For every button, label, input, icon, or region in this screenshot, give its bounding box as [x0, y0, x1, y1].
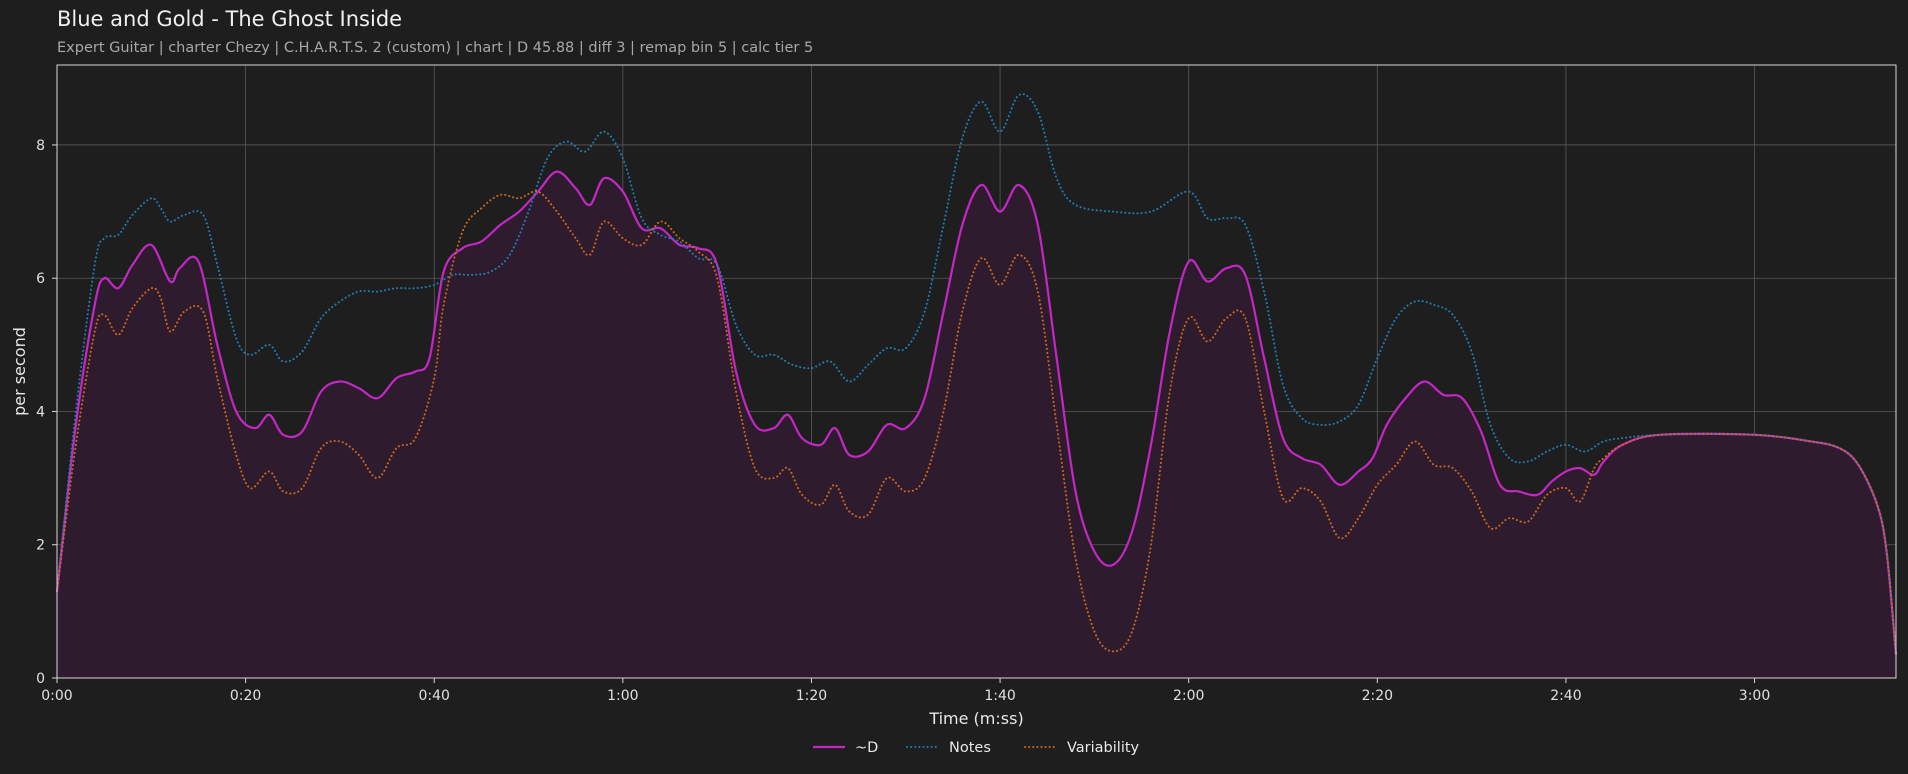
- x-tick-label: 2:20: [1362, 688, 1393, 704]
- x-tick-label: 0:40: [419, 688, 450, 704]
- series-lines: [55, 93, 1898, 656]
- y-tick-label: 8: [36, 138, 45, 154]
- x-tick-label: 0:20: [230, 688, 261, 704]
- x-tick-label: 1:40: [984, 688, 1015, 704]
- legend-label-variability: Variability: [1067, 740, 1140, 756]
- y-tick-label: 2: [36, 538, 45, 554]
- plot-frame: [56, 64, 1897, 679]
- x-tick-label: 2:40: [1550, 688, 1581, 704]
- area-fill: [57, 171, 1896, 679]
- y-axis-label: per second: [10, 327, 29, 416]
- y-tick-label: 4: [36, 404, 45, 420]
- legend-label-d: ~D: [855, 740, 878, 756]
- x-axis-label: Time (m:ss): [928, 709, 1023, 728]
- x-tick-label: 3:00: [1739, 688, 1770, 704]
- x-tick-label: 0:00: [41, 688, 72, 704]
- series-variability-line: [56, 190, 1897, 656]
- x-tick-label: 2:00: [1173, 688, 1204, 704]
- axis-ticks: 0:00 0:20 0:40 1:00 1:20 1:40 2:00 2:20 2:40 3:00…: [36, 138, 1770, 704]
- x-tick-label: 1:00: [607, 688, 638, 704]
- chart-title: Blue and Gold - The Ghost Inside: [57, 7, 403, 31]
- chart-subtitle: Expert Guitar | charter Chezy | C.H.A.R.…: [57, 40, 814, 56]
- legend-label-notes: Notes: [949, 740, 991, 756]
- x-tick-label: 1:20: [796, 688, 827, 704]
- series-d-line: [55, 170, 1898, 655]
- y-tick-label: 0: [36, 671, 45, 687]
- legend: ~D Notes Variability: [813, 740, 1140, 756]
- series-notes-line: [56, 93, 1897, 656]
- series-d-area: [57, 171, 1896, 679]
- y-tick-label: 6: [36, 271, 45, 287]
